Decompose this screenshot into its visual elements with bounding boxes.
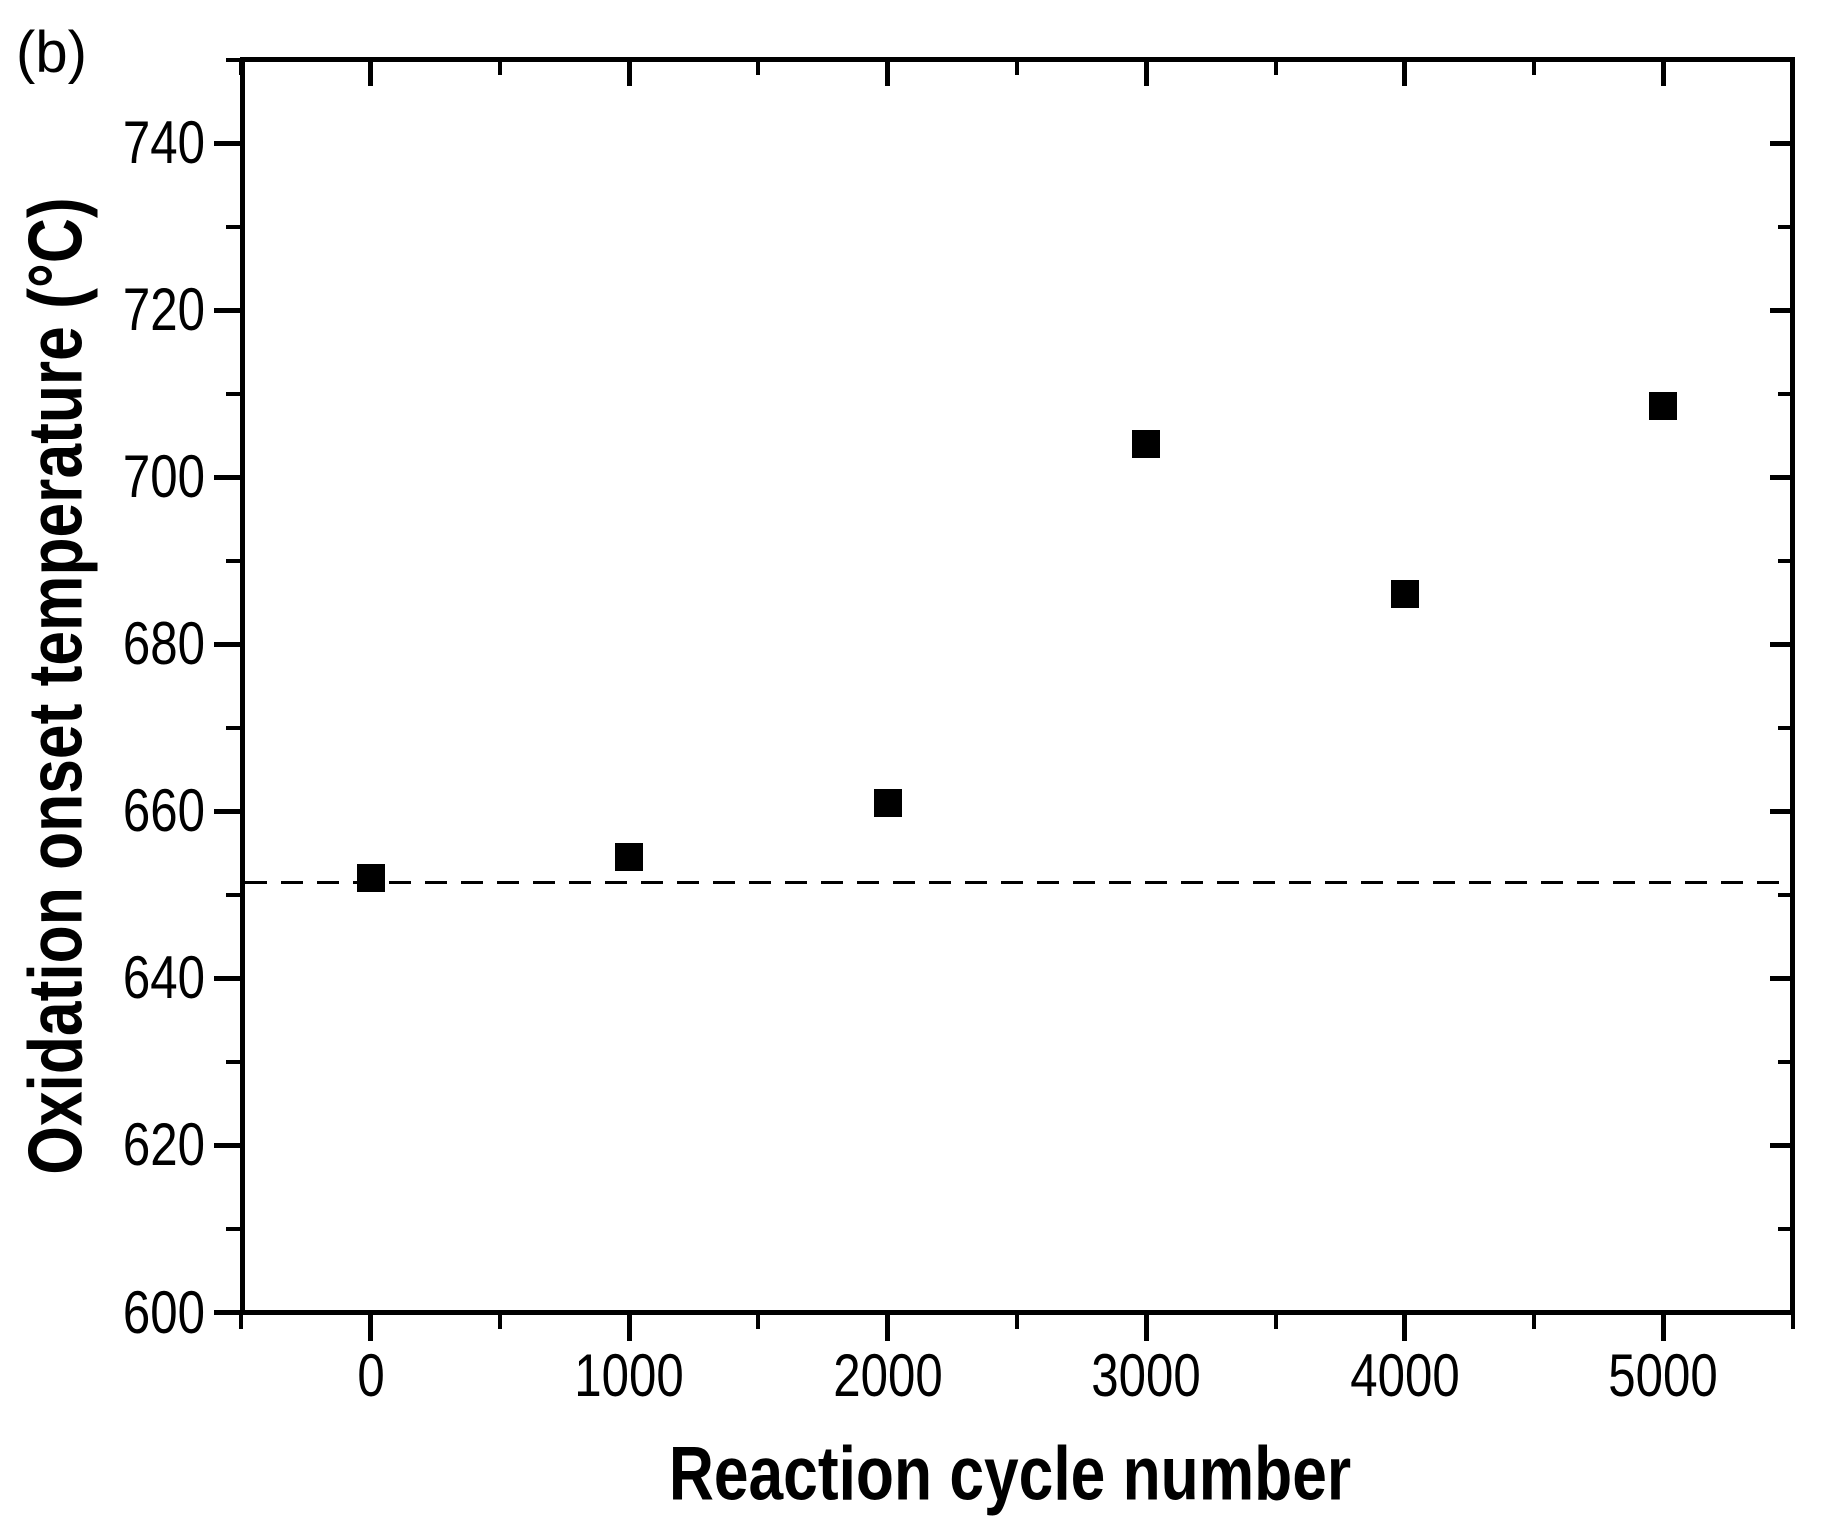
x-tick-major	[885, 1315, 891, 1341]
x-tick-major	[626, 1315, 632, 1341]
y-tick-minor	[226, 1059, 240, 1064]
y-tick-major	[214, 975, 240, 981]
y-tick-minor-right	[1778, 224, 1790, 229]
y-tick-minor-right	[1778, 1226, 1790, 1231]
data-point-marker	[356, 864, 385, 893]
x-tick-label: 2000	[832, 1342, 943, 1409]
y-tick-major	[214, 1310, 240, 1315]
panel-label: (b)	[16, 20, 87, 85]
y-tick-major-right	[1770, 1310, 1790, 1315]
x-tick-label: 0	[356, 1342, 385, 1409]
plot-frame	[240, 57, 1795, 1315]
x-tick-minor	[756, 1315, 761, 1329]
y-tick-minor	[226, 1226, 240, 1231]
x-tick-label: 3000	[1091, 1342, 1201, 1409]
x-tick-major	[368, 1315, 373, 1341]
x-tick-major-top	[626, 62, 632, 86]
y-tick-major	[214, 474, 240, 480]
x-tick-major-top	[1143, 62, 1149, 86]
x-tick-minor	[1790, 1315, 1795, 1329]
x-tick-minor-top	[1790, 62, 1795, 75]
y-tick-label: 680	[122, 610, 205, 678]
y-tick-label: 700	[122, 443, 205, 511]
y-tick-major	[214, 1142, 240, 1148]
x-tick-major	[1402, 1315, 1408, 1341]
data-point-marker	[1132, 429, 1161, 458]
y-tick-major-right	[1770, 1142, 1790, 1148]
y-tick-major	[214, 140, 240, 146]
x-tick-label: 1000	[574, 1342, 684, 1409]
y-tick-minor	[226, 558, 240, 563]
y-tick-major	[214, 808, 240, 814]
x-tick-minor	[497, 1315, 502, 1329]
y-tick-major	[214, 641, 240, 647]
y-tick-label: 600	[122, 1278, 205, 1346]
data-point-marker	[1390, 580, 1419, 609]
y-tick-label: 720	[122, 276, 205, 344]
y-tick-label: 640	[122, 944, 205, 1012]
y-tick-label: 620	[122, 1111, 205, 1179]
y-tick-minor-right	[1778, 1059, 1790, 1064]
reference-dashed-line	[245, 880, 1790, 884]
x-tick-minor	[1273, 1315, 1278, 1329]
y-tick-minor-right	[1778, 57, 1790, 62]
x-tick-major-top	[368, 62, 373, 86]
x-tick-minor-top	[239, 62, 244, 75]
y-tick-minor-right	[1778, 892, 1790, 897]
y-tick-minor-right	[1778, 558, 1790, 563]
data-point-marker	[873, 788, 902, 817]
y-tick-minor	[226, 391, 240, 396]
x-tick-major	[1660, 1315, 1666, 1341]
y-tick-major-right	[1770, 641, 1790, 647]
x-tick-minor	[1014, 1315, 1019, 1329]
y-tick-minor	[226, 725, 240, 730]
x-tick-label: 4000	[1350, 1342, 1460, 1409]
x-tick-major-top	[1402, 62, 1408, 86]
x-tick-major	[1143, 1315, 1149, 1341]
x-tick-minor	[1532, 1315, 1537, 1329]
data-point-marker	[615, 843, 644, 872]
y-tick-minor-right	[1778, 725, 1790, 730]
y-axis-title: Oxidation onset temperature (°C)	[13, 197, 99, 1175]
y-tick-label: 740	[122, 109, 205, 177]
x-tick-minor-top	[756, 62, 761, 75]
x-tick-major-top	[885, 62, 891, 86]
y-tick-minor	[226, 224, 240, 229]
x-tick-label: 5000	[1608, 1342, 1719, 1409]
x-tick-minor	[239, 1315, 244, 1329]
y-tick-major-right	[1770, 140, 1790, 146]
y-tick-major-right	[1770, 474, 1790, 480]
y-tick-major-right	[1770, 975, 1790, 981]
data-point-marker	[1649, 392, 1678, 421]
x-tick-minor-top	[1014, 62, 1019, 75]
y-tick-minor	[226, 892, 240, 897]
x-tick-minor-top	[497, 62, 502, 75]
x-tick-major-top	[1660, 62, 1666, 86]
y-tick-major-right	[1770, 808, 1790, 814]
y-tick-minor-right	[1778, 391, 1790, 396]
y-tick-major	[214, 307, 240, 313]
x-axis-title: Reaction cycle number	[668, 1431, 1352, 1517]
y-tick-minor	[226, 57, 240, 62]
x-tick-minor-top	[1273, 62, 1278, 75]
y-tick-major-right	[1770, 307, 1790, 313]
x-tick-minor-top	[1532, 62, 1537, 75]
y-tick-label: 660	[122, 777, 205, 845]
